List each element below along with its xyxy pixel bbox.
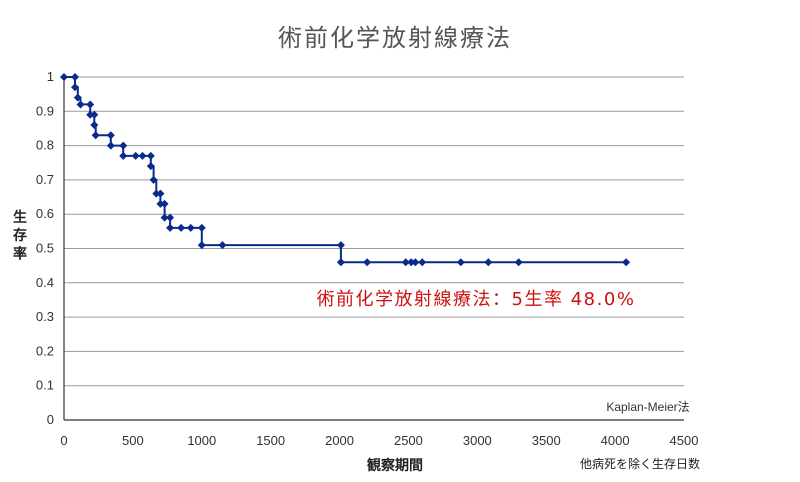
data-point-marker [106,141,115,150]
data-point-marker [166,223,175,232]
x-tick-label: 0 [60,433,67,448]
data-point-marker [186,223,195,232]
y-tick-label: 0.4 [36,275,54,290]
data-point-marker [363,258,372,267]
data-point-marker [411,258,420,267]
data-point-marker [146,151,155,160]
data-point-marker [177,223,186,232]
y-tick-label: 0 [47,412,54,427]
data-point-marker [149,175,158,184]
data-point-marker [106,131,115,140]
data-point-marker [514,258,523,267]
x-tick-label: 500 [122,433,144,448]
data-point-marker [71,73,80,81]
data-point-marker [160,213,169,222]
y-tick-label: 0.6 [36,206,54,221]
data-point-marker [119,141,128,150]
x-tick-label: 2500 [394,433,423,448]
y-tick-label: 0.3 [36,309,54,324]
chart-title: 術前化学放射線療法 [278,24,512,52]
y-tick-label: 0.2 [36,343,54,358]
data-point-marker [336,258,345,267]
data-point-marker [71,83,80,92]
y-tick-label: 0.7 [36,172,54,187]
data-point-marker [73,93,82,102]
svg-text:生存率: 生存率 [13,209,27,262]
x-tick-label: 3000 [463,433,492,448]
data-point-marker [86,100,95,109]
data-point-marker [484,258,493,267]
x-tick-label: 4000 [601,433,630,448]
data-point-marker [91,131,100,140]
data-point-marker [456,258,465,267]
y-tick-label: 0.5 [36,241,54,256]
data-point-marker [60,73,68,81]
x-tick-label: 1000 [187,433,216,448]
data-point-marker [401,258,410,267]
method-label: Kaplan-Meier法 [606,400,689,414]
survival-step-line [64,76,627,264]
x-axis-label: 観察期間 [367,457,423,474]
data-point-marker [90,110,99,119]
data-point-marker [218,241,227,250]
data-point-marker [156,199,165,208]
data-point-marker [138,151,147,160]
data-point-marker [119,151,128,160]
data-point-marker [166,213,175,222]
data-point-marker [622,258,631,267]
data-point-marker [152,189,161,198]
data-point-marker [131,151,140,160]
x-tick-labels: 0 500 1000 1500 2000 2500 3000 3500 4000 4500 [60,433,698,448]
x-tick-label: 1500 [256,433,285,448]
data-point-marker [336,241,345,250]
grid-lines [64,76,684,421]
y-tick-label: 0.1 [36,378,54,393]
survival-series [60,73,631,267]
data-point-marker [407,258,416,267]
data-point-marker [146,162,155,171]
data-point-marker [197,241,206,250]
data-point-marker [197,223,206,232]
x-tick-label: 3500 [532,433,561,448]
x-tick-label: 4500 [670,433,699,448]
data-point-marker [160,199,169,208]
x-axis-sublabel: 他病死を除く生存日数 [580,456,700,471]
annotation-5yr-survival: 術前化学放射線療法：5生率 48.0% [317,289,636,310]
data-point-marker [90,121,99,130]
axes [63,77,684,421]
x-tick-label: 2000 [325,433,354,448]
y-axis-label: 生存率 [13,209,27,262]
y-tick-labels: 0 0.1 0.2 0.3 0.4 0.5 0.6 0.7 0.8 0.9 1 [36,69,54,427]
y-tick-label: 0.8 [36,138,54,153]
data-point-marker [86,110,95,119]
data-point-marker [156,189,165,198]
y-tick-label: 0.9 [36,103,54,118]
y-tick-label: 1 [47,69,54,84]
data-point-marker [76,100,85,109]
data-point-marker [418,258,427,267]
